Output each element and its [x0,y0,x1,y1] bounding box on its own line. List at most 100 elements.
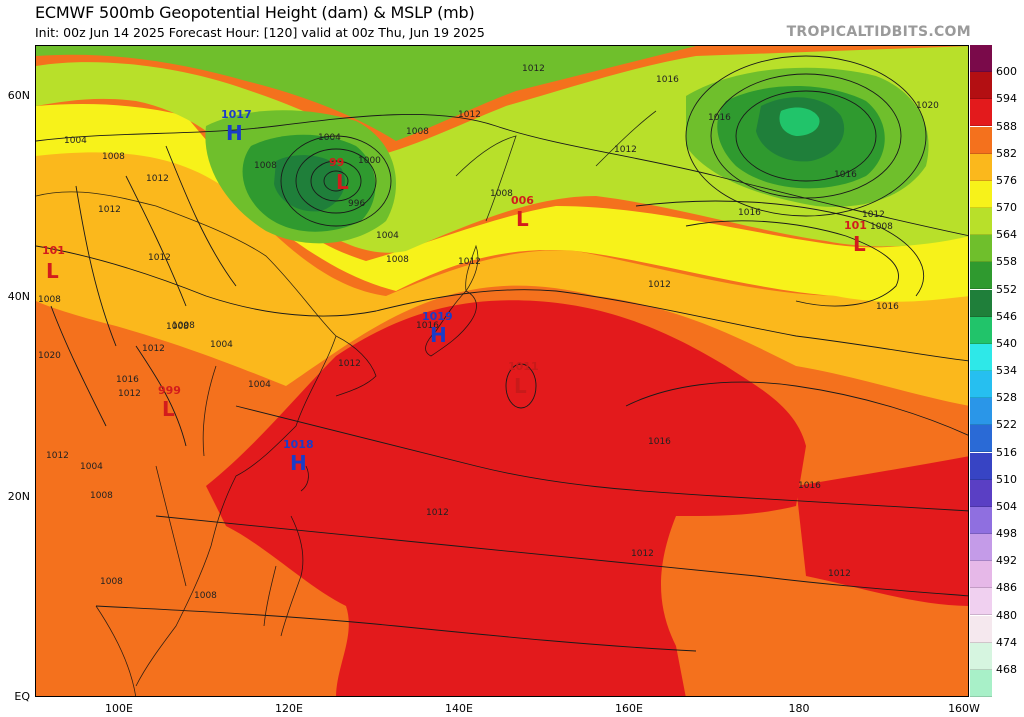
low-pressure-center: 101 L [844,219,867,256]
contour-label: 1008 [166,322,189,332]
colorbar-label: 540 [996,336,1017,350]
colorbar-swatch [970,425,992,453]
pressure-value: 1017 [221,108,252,121]
colorbar-swatch [970,642,992,670]
contour-label: 1008 [406,127,429,137]
contour-label: 1016 [834,170,857,180]
high-pressure-center: 1018 H [283,438,314,475]
colorbar-label: 588 [996,119,1017,133]
contour-label: 1008 [100,577,123,587]
map-panel: 1004 1008 1012 1012 1008 1004 1008 1000 … [35,45,969,697]
lon-label-160w: 160W [948,702,980,715]
pressure-symbol: H [290,451,307,475]
chart-subtitle: Init: 00z Jun 14 2025 Forecast Hour: [12… [35,25,485,40]
contour-label: 1016 [798,481,821,491]
contour-label: 1012 [338,359,361,369]
colorbar-swatch [970,262,992,290]
colorbar-label: 564 [996,228,1017,242]
contour-label: 1004 [376,231,399,241]
lat-label-eq: EQ [14,690,30,703]
brand-watermark: TROPICALTIDBITS.COM [786,24,971,40]
colorbar-label: 570 [996,201,1017,214]
lat-label-20n: 20N [7,490,30,503]
colorbar-swatch [970,452,992,480]
colorbar-label: 492 [996,554,1017,568]
low-pressure-center: 99 L [329,156,349,194]
lon-label-140e: 140E [445,702,473,715]
colorbar-label: 516 [996,445,1017,459]
lat-label-60n: 60N [7,89,30,102]
contour-label: 1016 [648,437,671,447]
colorbar-label: 600 [996,65,1017,79]
contour-label: 1016 [708,113,731,123]
colorbar-swatch [970,45,992,73]
colorbar-swatch [970,561,992,589]
pressure-value: 999 [158,384,181,397]
contour-label: 1012 [118,389,141,399]
colorbar-label: 468 [996,662,1017,676]
contour-label: 1012 [146,174,169,184]
contour-label: 1016 [876,302,899,312]
lon-label-100e: 100E [105,702,133,715]
high-pressure-center: 1017 H [221,108,252,145]
pressure-value: 1018 [283,438,314,451]
colorbar [970,45,992,697]
colorbar-swatch [970,72,992,100]
pressure-symbol: L [514,374,527,398]
contour-label: 1008 [194,591,217,601]
pressure-value: 101 [844,219,867,232]
contour-label: 1012 [614,145,637,155]
contour-label: 1012 [522,64,545,74]
contour-label: 1012 [631,549,654,559]
pressure-symbol: H [430,323,447,347]
pressure-symbol: L [516,207,529,231]
colorbar-swatch [970,669,992,697]
pressure-symbol: L [46,259,59,283]
pressure-value: 101 [42,244,65,257]
colorbar-label: 552 [996,282,1017,296]
colorbar-swatch [970,343,992,371]
colorbar-swatch [970,126,992,154]
colorbar-swatch [970,615,992,643]
contour-label: 1000 [358,156,381,166]
contour-labels: 1004 1008 1012 1012 1008 1004 1008 1000 … [38,64,939,601]
colorbar-label: 480 [996,608,1017,622]
contour-label: 1008 [870,222,893,232]
contour-label: 1016 [416,321,439,331]
low-pressure-center: 999 L [158,384,181,421]
lon-label-160e: 160E [615,702,643,715]
pressure-centers: 1017 H 99 L 006 L 101 L 101 L 1019 H 101… [42,108,867,475]
contour-label: 1008 [386,255,409,265]
colorbar-swatch [970,479,992,507]
pressure-value: 1019 [422,310,453,323]
colorbar-label: 510 [996,472,1017,486]
colorbar-label: 522 [996,418,1017,432]
contour-label: 1004 [210,340,233,350]
contour-label: 1004 [80,462,103,472]
colorbar-swatch [970,506,992,534]
colorbar-swatch [970,208,992,236]
contour-label: 1012 [148,253,171,263]
pressure-symbol: L [853,232,866,256]
contour-label: 1020 [38,351,61,361]
pressure-symbol: L [162,397,175,421]
contour-label: 1008 [102,152,125,162]
contour-label: 1004 [64,136,87,146]
colorbar-swatch [970,235,992,263]
contour-label: 1012 [142,344,165,354]
contour-label: 1012 [828,569,851,579]
map-canvas: 1004 1008 1012 1012 1008 1004 1008 1000 … [36,46,968,696]
colorbar-swatch [970,180,992,208]
contour-label: 1016 [738,208,761,218]
colorbar-swatch [970,99,992,127]
colorbar-swatch [970,289,992,317]
colorbar-label: 546 [996,309,1017,323]
pressure-value: 1011 [508,360,539,373]
lon-label-180: 180 [788,702,810,715]
contour-label: 1012 [648,280,671,290]
contour-label: 1012 [862,210,885,220]
contour-label: 1016 [656,75,679,85]
colorbar-label: 582 [996,146,1017,160]
colorbar-label: 498 [996,527,1017,540]
contour-label: 1004 [318,133,341,143]
